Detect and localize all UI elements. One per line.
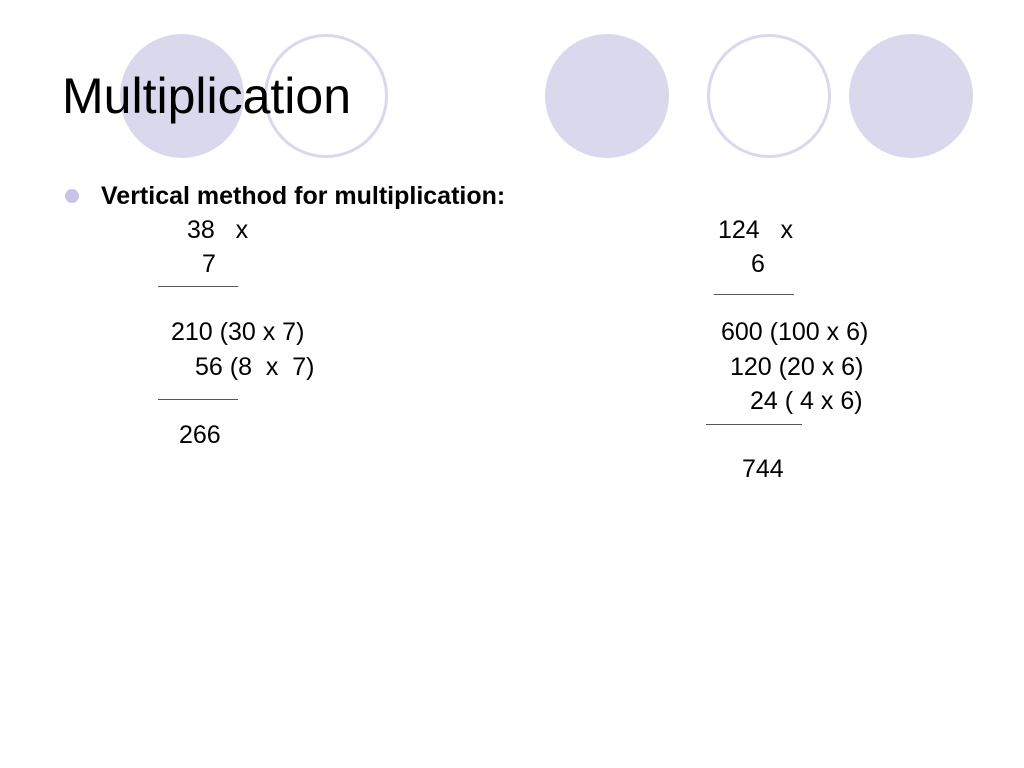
right-rule-1 (714, 294, 794, 295)
decor-circle-5 (849, 34, 973, 158)
decor-circle-1 (120, 34, 244, 158)
right-rule-2 (706, 424, 802, 425)
right-partial-3: 24 ( 4 x 6) (750, 387, 863, 415)
decor-circle-4 (707, 34, 831, 158)
right-partial-1: 600 (100 x 6) (721, 318, 869, 346)
decor-circle-3 (545, 34, 669, 158)
right-multiplier: 6 (751, 250, 765, 278)
left-rule-2 (158, 399, 238, 400)
left-result: 266 (179, 421, 221, 449)
right-multiplicand: 124 x (718, 216, 794, 244)
left-rule-1 (158, 286, 238, 287)
left-partial-2: 56 (8 x 7) (195, 353, 315, 381)
bullet-icon (65, 189, 79, 203)
right-result: 744 (742, 455, 784, 483)
left-multiplicand: 38 x (187, 216, 249, 244)
slide-title: Multiplication (62, 68, 352, 124)
left-multiplier: 7 (202, 250, 216, 278)
decor-circle-2 (264, 34, 388, 158)
left-partial-1: 210 (30 x 7) (171, 318, 305, 346)
bullet-text: Vertical method for multiplication: (101, 182, 506, 210)
right-partial-2: 120 (20 x 6) (730, 353, 864, 381)
